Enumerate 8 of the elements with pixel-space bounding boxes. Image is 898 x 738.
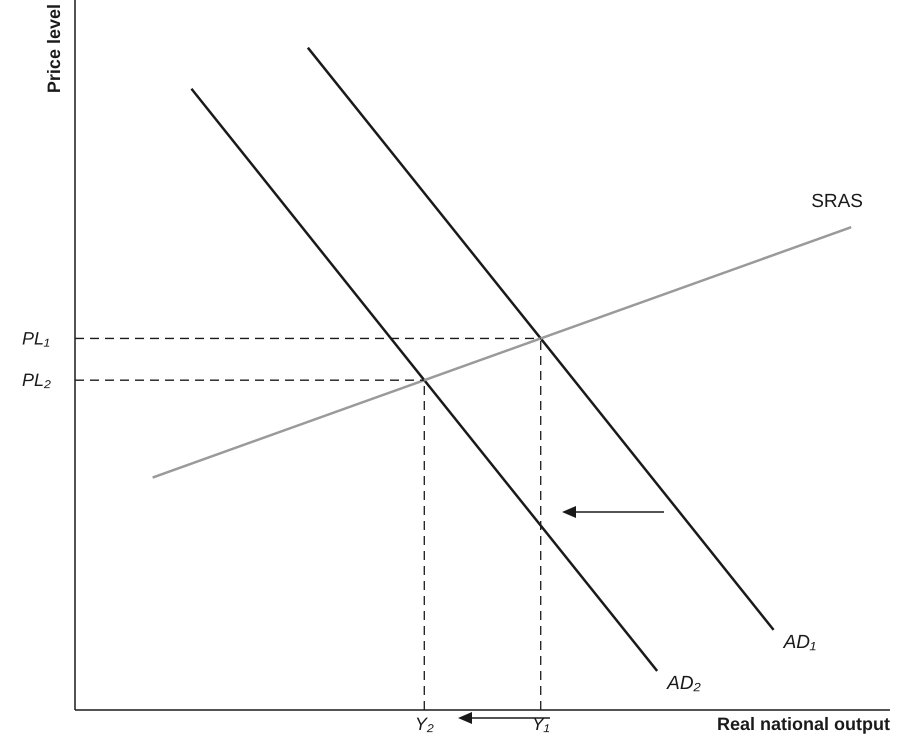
x-axis-title: Real national output [717, 714, 890, 734]
series-label: AD₁ [782, 632, 816, 653]
series-label: PL₁ [22, 328, 50, 348]
series-label: AD₂ [666, 672, 702, 694]
series-label: SRAS [811, 191, 863, 212]
x-tick-label: Y₂ [414, 714, 434, 734]
series-label: PL₂ [22, 370, 52, 390]
y-axis-title: Price level [44, 4, 64, 94]
